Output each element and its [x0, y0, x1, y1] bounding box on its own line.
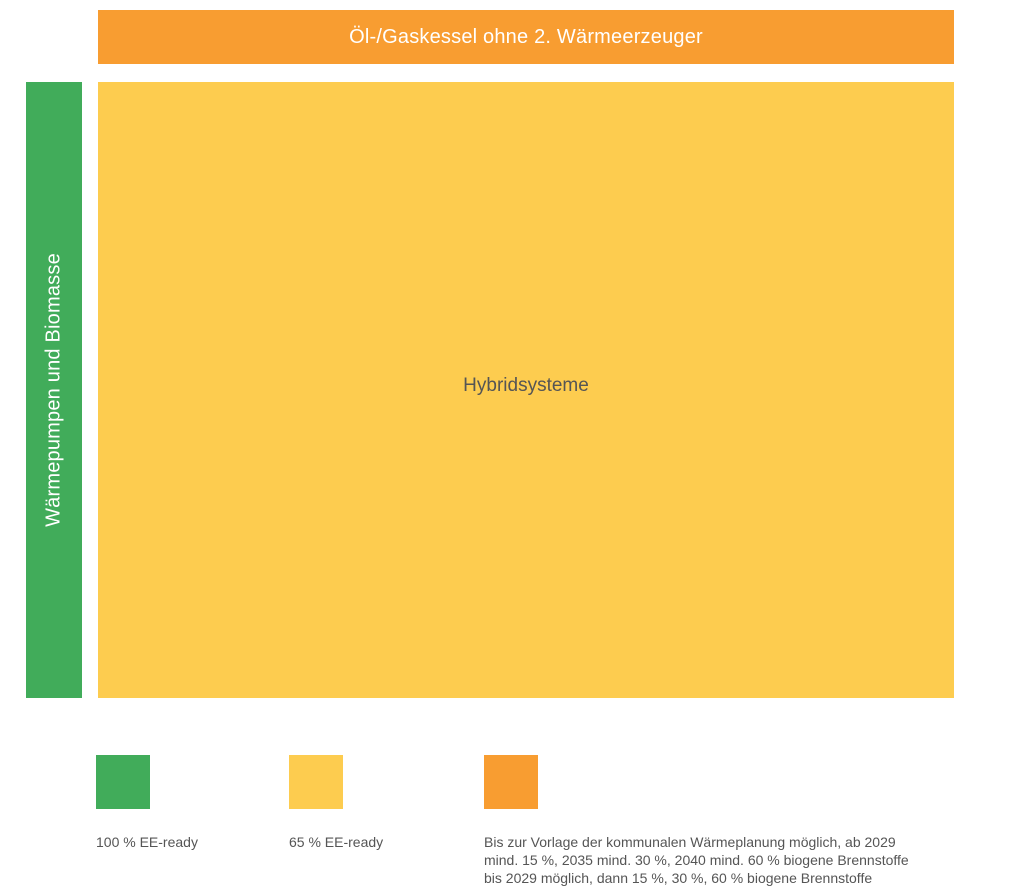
- heat-pumps-biomass-label: Wärmepumpen und Biomasse: [42, 253, 65, 527]
- legend-swatch-yellow: [289, 755, 343, 809]
- legend-text-green: 100 % EE-ready: [96, 834, 198, 850]
- legend-text-orange-line-3: bis 2029 möglich, dann 15 %, 30 %, 60 % …: [484, 870, 873, 886]
- legend-text-yellow: 65 % EE-ready: [289, 834, 384, 850]
- legend-text-orange-line-2: mind. 15 %, 2035 mind. 30 %, 2040 mind. …: [484, 852, 909, 868]
- legend-swatch-green: [96, 755, 150, 809]
- legend-swatch-orange: [484, 755, 538, 809]
- oil-gas-boiler-bar: Öl-/Gaskessel ohne 2. Wärmeerzeuger: [98, 10, 954, 64]
- oil-gas-boiler-label: Öl-/Gaskessel ohne 2. Wärmeerzeuger: [349, 25, 703, 48]
- hybrid-systems-label: Hybridsysteme: [463, 375, 589, 396]
- legend-text-orange: Bis zur Vorlage der kommunalen Wärmeplan…: [484, 833, 1028, 887]
- heat-pumps-biomass-bar: Wärmepumpen und Biomasse: [26, 82, 82, 698]
- hybrid-systems-block: Hybridsysteme: [98, 82, 954, 698]
- legend-text-orange-line-1: Bis zur Vorlage der kommunalen Wärmeplan…: [484, 834, 896, 850]
